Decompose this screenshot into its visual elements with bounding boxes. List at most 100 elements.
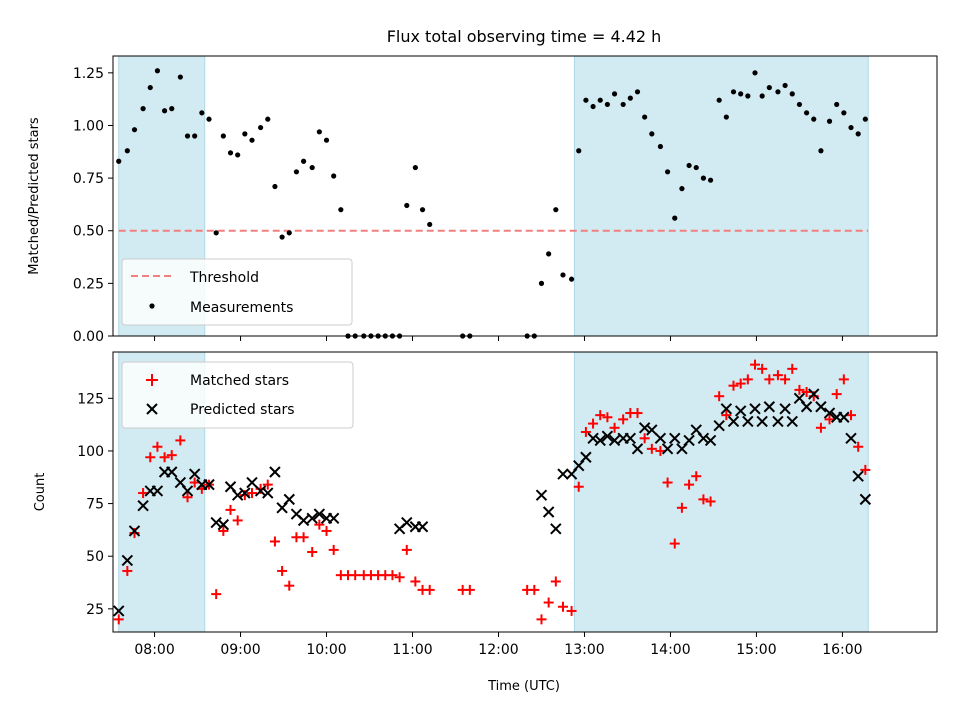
y-tick-label: 0.25 [73, 276, 104, 292]
predicted-point [217, 518, 230, 531]
matched-point [189, 477, 200, 488]
measurement-point [538, 280, 545, 286]
predicted-point [313, 508, 326, 520]
matched-point [175, 435, 186, 446]
predicted-point [669, 432, 681, 445]
matched-point [728, 380, 739, 391]
measurement-point [664, 169, 671, 175]
matched-point [566, 605, 577, 616]
matched-point [298, 532, 309, 543]
matched-point [588, 418, 599, 429]
matched-point [764, 374, 775, 385]
measurement-point [745, 93, 751, 99]
legend-predicted-label: Predicted stars [190, 402, 295, 418]
predicted-point [756, 415, 768, 428]
matched-point [247, 488, 258, 499]
measurement-point [848, 124, 854, 131]
measurement-point [818, 148, 824, 154]
legend-bottom: Matched stars Predicted stars [121, 361, 354, 429]
matched-point [307, 547, 318, 557]
measurement-point [649, 131, 655, 137]
predicted-point [654, 432, 667, 445]
predicted-point [601, 430, 614, 442]
y-tick-label: 0.50 [73, 224, 104, 240]
measurement-point [199, 110, 205, 116]
predicted-point [306, 512, 318, 525]
measurement-point [855, 131, 861, 137]
matched-point [152, 441, 163, 452]
predicted-point [852, 470, 864, 482]
y-tick-label: 0.00 [73, 329, 104, 345]
matched-point [387, 570, 398, 581]
predicted-point [713, 419, 725, 432]
measurement-point [759, 93, 765, 99]
measurement-point [192, 133, 198, 139]
predicted-point [137, 499, 149, 512]
matched-point [705, 496, 716, 507]
measurement-point [796, 101, 803, 108]
legend-matched-label: Matched stars [190, 373, 289, 389]
matched-point [401, 544, 412, 555]
x-tick-label: 16:00 [822, 642, 862, 658]
measurement-point [404, 202, 410, 209]
measurement-point [789, 91, 795, 97]
legend-measurements-swatch [149, 303, 155, 309]
matched-point [757, 363, 768, 374]
measurement-point [597, 97, 603, 103]
matched-point [211, 589, 222, 600]
measurement-point [657, 143, 664, 150]
matched-point [543, 597, 554, 608]
matched-point [801, 387, 812, 397]
y-tick-label: 50 [86, 549, 104, 565]
matched-point [277, 565, 288, 576]
matched-point [145, 452, 156, 463]
measurement-point [169, 106, 175, 112]
predicted-point [697, 432, 710, 445]
predicted-point [587, 432, 599, 445]
measurement-point [227, 150, 234, 156]
predicted-point [823, 407, 836, 419]
predicted-point [727, 415, 740, 428]
legend-bottom-box [121, 361, 354, 429]
predicted-point [246, 476, 258, 489]
measurement-point [834, 101, 840, 108]
predicted-point [557, 468, 569, 480]
legend-matched-swatch [146, 374, 158, 386]
matched-point [218, 525, 229, 536]
y-axis-label-bottom: Count [33, 473, 48, 512]
x-tick-label: 11:00 [392, 642, 432, 658]
matched-point [853, 441, 864, 452]
measurement-point [693, 164, 699, 171]
measurement-point [272, 183, 278, 190]
matched-point [780, 374, 791, 385]
measurement-point [300, 158, 307, 164]
matched-point [314, 519, 325, 530]
predicted-point [580, 451, 592, 463]
predicted-point [749, 403, 761, 415]
matched-point [573, 481, 584, 492]
y-tick-label: 125 [77, 391, 104, 407]
predicted-point [786, 415, 798, 428]
predicted-point [763, 401, 776, 413]
measurement-point [716, 97, 722, 103]
predicted-point [734, 405, 747, 417]
predicted-point [269, 466, 281, 478]
measurement-point [265, 116, 271, 122]
measurement-point [131, 127, 138, 133]
predicted-point [838, 411, 850, 423]
measurement-point [154, 68, 161, 74]
predicted-point [283, 493, 295, 506]
predicted-point [416, 521, 429, 533]
measurement-point [775, 89, 781, 95]
predicted-point [624, 432, 637, 445]
matched-point [262, 479, 273, 490]
measurement-point [672, 215, 678, 221]
predicted-point [231, 489, 244, 501]
shaded-interval [573, 351, 869, 633]
matched-point [232, 515, 243, 526]
matched-point [684, 479, 695, 490]
y-tick-label: 75 [86, 497, 104, 513]
panel-bottom-frame [112, 351, 938, 633]
predicted-point [779, 403, 791, 415]
